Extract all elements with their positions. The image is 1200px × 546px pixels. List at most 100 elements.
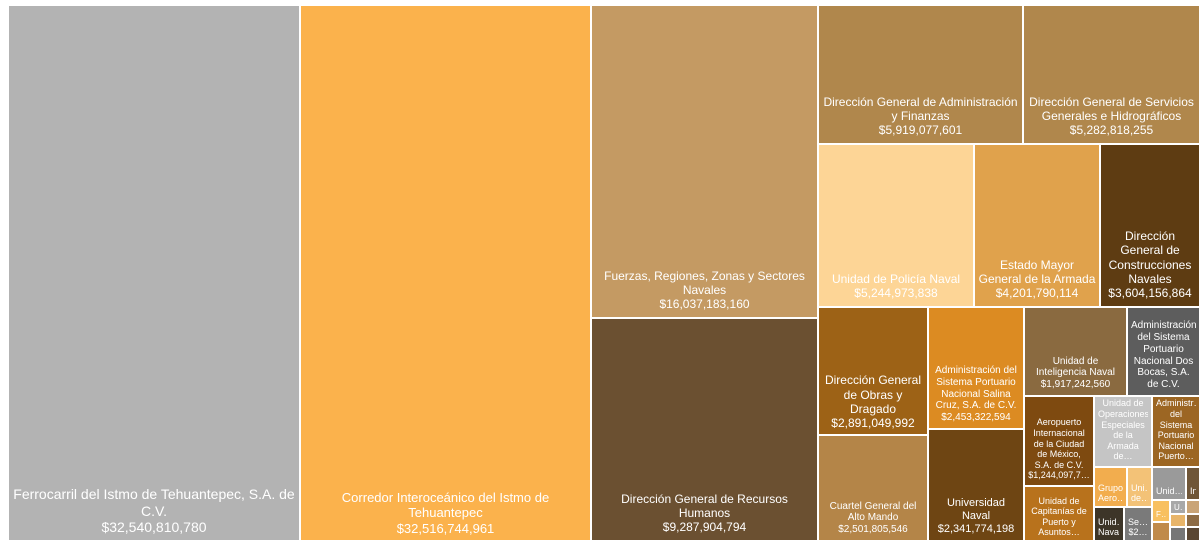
treemap-tile-value: $2,501,805,546 xyxy=(838,524,908,536)
treemap-tile[interactable]: Corredor Interoceánico del Istmo de Tehu… xyxy=(300,5,591,541)
treemap-tile[interactable]: Administración del Sistema Portuario Nac… xyxy=(1127,307,1200,396)
treemap-tile-name: Corredor Interoceánico del Istmo de Tehu… xyxy=(341,490,550,521)
treemap-tile-name: Dirección General de Recursos Humanos xyxy=(621,491,788,520)
treemap-tile-value: $5,919,077,601 xyxy=(878,122,963,137)
treemap-tile-name: Administración del Sistema Portuario Nac… xyxy=(935,365,1017,412)
treemap-tile[interactable]: Dirección General de Construcciones Nava… xyxy=(1100,144,1200,307)
treemap-tile-value: $1,917,242,560 xyxy=(1040,379,1111,391)
treemap-tile-label: In… xyxy=(1190,486,1196,497)
treemap-tile-name: Unidad de Operaciones Especiales de la A… xyxy=(1098,398,1148,462)
treemap-tile-value: $2,891,049,992 xyxy=(831,415,915,430)
treemap-tile[interactable]: Dirección General de Obras y Dragado $2,8… xyxy=(818,307,928,435)
treemap-tile[interactable]: Administr… del Sistema Portuario Naciona… xyxy=(1152,396,1200,467)
treemap-tile-value: $1,244,097,7… xyxy=(1028,470,1090,481)
treemap-tile-name: Administr… del Sistema Portuario Naciona… xyxy=(1156,398,1196,462)
treemap-tile-name: Dirección General de Construcciones Nava… xyxy=(1108,229,1192,286)
treemap-tile-label: Administración del Sistema Portuario Nac… xyxy=(1131,320,1196,391)
treemap-tile-name: Unidad de Capitanías de Puerto y Asuntos… xyxy=(1031,495,1087,538)
treemap-tile[interactable]: Dirección General de Administración y Fi… xyxy=(818,5,1023,144)
treemap-tile-name: Grupo Aero… xyxy=(1098,482,1123,504)
treemap-tile[interactable] xyxy=(1186,527,1200,541)
treemap-tile[interactable]: Dirección General de Recursos Humanos $9,… xyxy=(591,318,818,541)
treemap-tile[interactable]: Administración del Sistema Portuario Nac… xyxy=(928,307,1024,429)
treemap-tile-label: Unidad de Capitanías de Puerto y Asuntos… xyxy=(1028,496,1090,538)
treemap-tile[interactable] xyxy=(1186,500,1200,514)
treemap-tile-value: $16,037,183,160 xyxy=(659,296,750,311)
treemap-tile-label: Administr… del Sistema Portuario Naciona… xyxy=(1156,398,1196,462)
treemap-tile-value: $2,341,774,198 xyxy=(937,523,1015,536)
treemap-tile[interactable]: Estado Mayor General de la Armada $4,201,… xyxy=(974,144,1100,307)
treemap-tile[interactable]: Unidad de Capitanías de Puerto y Asuntos… xyxy=(1024,486,1094,541)
treemap-tile-name: Ferrocarril del Istmo de Tehuantepec, S.… xyxy=(13,486,295,519)
treemap-tile-label: Dirección General de Servicios Generales… xyxy=(1027,95,1196,137)
treemap-tile[interactable]: Grupo Aero… xyxy=(1094,467,1127,507)
treemap-tile-value: $5,282,818,255 xyxy=(1069,122,1154,137)
treemap-tile[interactable]: F… xyxy=(1152,500,1170,522)
treemap-tile-name: Cuartel General del Alto Mando xyxy=(829,500,917,524)
treemap-tile[interactable] xyxy=(1186,514,1200,527)
treemap-tile-name: Dirección General de Obras y Dragado xyxy=(824,373,922,416)
treemap-tile[interactable]: Unid… Nava… xyxy=(1094,507,1124,541)
treemap-tile[interactable]: Aeropuerto Internacional de la Ciudad de… xyxy=(1024,396,1094,486)
treemap-tile-name: Se… $2… xyxy=(1128,516,1148,538)
treemap-tile-value: $4,201,790,114 xyxy=(995,285,1079,300)
treemap-tile[interactable]: Unidad de Operaciones Especiales de la A… xyxy=(1094,396,1152,467)
treemap-tile-name: Dirección General de Servicios Generales… xyxy=(1029,94,1194,123)
treemap-tile-label: Ferrocarril del Istmo de Tehuantepec, S.… xyxy=(12,486,296,536)
treemap-tile[interactable] xyxy=(1170,527,1186,541)
treemap-tile[interactable]: Dirección General de Servicios Generales… xyxy=(1023,5,1200,144)
treemap-tile-label: Aeropuerto Internacional de la Ciudad de… xyxy=(1028,417,1090,481)
treemap-tile-label: U… xyxy=(1174,503,1182,512)
treemap-tile-value: $32,540,810,780 xyxy=(101,519,207,536)
treemap-tile[interactable] xyxy=(1152,522,1170,541)
treemap-tile-label: Dirección General de Recursos Humanos $9,… xyxy=(595,492,814,534)
treemap-tile[interactable]: Ferrocarril del Istmo de Tehuantepec, S.… xyxy=(8,5,300,541)
treemap-tile-name: Unid… Nava… xyxy=(1098,516,1120,538)
treemap-tile[interactable]: Unidad de Policía Naval $5,244,973,838 xyxy=(818,144,974,307)
treemap-tile-name: Estado Mayor General de la Armada xyxy=(978,257,1096,286)
treemap-tile-label: Dirección General de Obras y Dragado $2,8… xyxy=(822,373,924,430)
treemap-tile-label: Dirección General de Construcciones Nava… xyxy=(1104,229,1196,300)
treemap-tile-name: Administración del Sistema Portuario Nac… xyxy=(1131,320,1196,391)
treemap-tile-label: Unid… Nava… xyxy=(1098,517,1120,538)
treemap-tile-name: In… xyxy=(1190,486,1196,497)
treemap-tile-label: Estado Mayor General de la Armada $4,201,… xyxy=(978,258,1096,300)
treemap-tile[interactable] xyxy=(1170,514,1186,527)
treemap-tile[interactable]: In… xyxy=(1186,467,1200,500)
treemap-tile-name: U… xyxy=(1174,502,1182,512)
treemap-tile-value: $2,453,322,594 xyxy=(941,412,1011,424)
treemap-tile[interactable]: Unid… xyxy=(1152,467,1186,500)
treemap-tile-value: $9,287,904,794 xyxy=(662,519,747,534)
treemap-tile[interactable]: U… xyxy=(1170,500,1186,514)
treemap-tile[interactable]: Uni… de… xyxy=(1127,467,1152,507)
treemap-tile-label: Unidad de Operaciones Especiales de la A… xyxy=(1098,398,1148,462)
treemap-tile[interactable]: Unidad de Inteligencia Naval $1,917,242,5… xyxy=(1024,307,1127,396)
treemap-tile-name: Aeropuerto Internacional de la Ciudad de… xyxy=(1033,417,1085,470)
treemap-tile-name: F… xyxy=(1156,509,1166,519)
treemap-tile-label: Unidad de Inteligencia Naval $1,917,242,5… xyxy=(1028,356,1123,391)
treemap-tile-name: Universidad Naval xyxy=(946,497,1006,523)
treemap-tile-value: $32,516,744,961 xyxy=(396,520,495,536)
treemap-tile-value: $5,244,973,838 xyxy=(854,285,938,300)
treemap-tile-name: Dirección General de Administración y Fi… xyxy=(823,94,1018,123)
treemap-tile-label: F… xyxy=(1156,510,1166,519)
treemap-tile-label: Cuartel General del Alto Mando $2,501,805… xyxy=(822,501,924,536)
treemap-tile-name: Fuerzas, Regiones, Zonas y Sectores Nava… xyxy=(604,268,805,297)
treemap-tile-name: Unid… xyxy=(1156,486,1182,497)
treemap-tile-value: $3,604,156,864 xyxy=(1108,285,1192,300)
treemap-tile[interactable]: Fuerzas, Regiones, Zonas y Sectores Nava… xyxy=(591,5,818,318)
treemap-tile-label: Administración del Sistema Portuario Nac… xyxy=(932,365,1020,424)
treemap-tile-label: Universidad Naval $2,341,774,198 xyxy=(932,497,1020,536)
treemap-tile-label: Uni… de… xyxy=(1131,483,1148,504)
treemap-tile-label: Se… $2… xyxy=(1128,517,1148,538)
treemap-tile-name: Uni… de… xyxy=(1131,482,1148,504)
treemap-tile-label: Fuerzas, Regiones, Zonas y Sectores Nava… xyxy=(595,269,814,311)
treemap-tile-label: Grupo Aero… xyxy=(1098,483,1123,504)
treemap-tile-label: Unidad de Policía Naval $5,244,973,838 xyxy=(822,272,970,300)
treemap-tile[interactable]: Universidad Naval $2,341,774,198 xyxy=(928,429,1024,541)
treemap-tile[interactable]: Cuartel General del Alto Mando $2,501,805… xyxy=(818,435,928,541)
treemap-tile-label: Corredor Interoceánico del Istmo de Tehu… xyxy=(304,490,587,536)
treemap-tile-name: Unidad de Policía Naval xyxy=(831,271,961,286)
treemap-tile[interactable]: Se… $2… xyxy=(1124,507,1152,541)
